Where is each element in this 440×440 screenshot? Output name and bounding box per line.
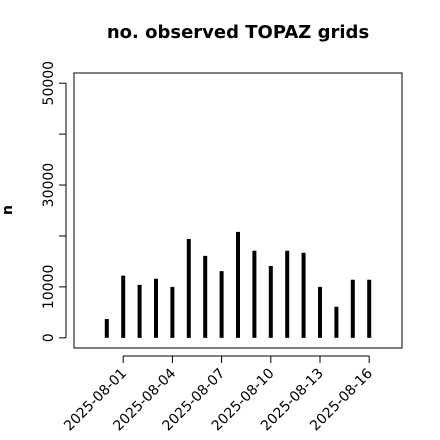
chart-title: no. observed TOPAZ grids	[107, 22, 369, 43]
y-tick-label: 10000	[41, 265, 57, 310]
y-tick-label: 50000	[41, 61, 57, 106]
plot-box	[73, 72, 403, 349]
y-axis-label: n	[0, 205, 16, 215]
y-tick-label: 0	[41, 333, 57, 342]
y-tick-label: 30000	[41, 163, 57, 208]
